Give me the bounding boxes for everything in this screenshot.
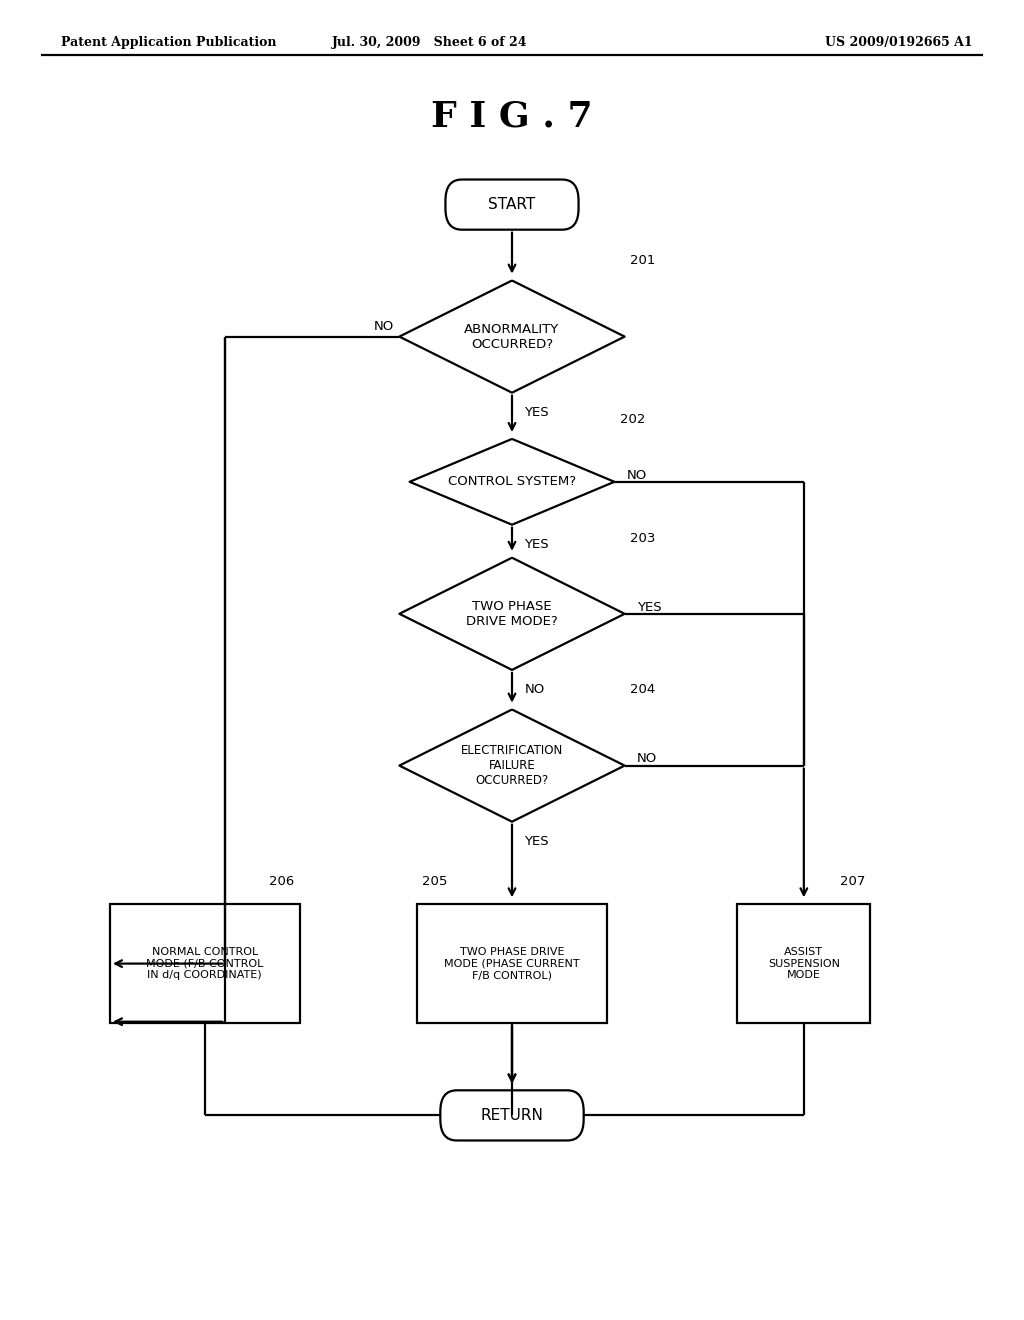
Text: 202: 202 bbox=[620, 413, 645, 425]
Text: NORMAL CONTROL
MODE (F/B CONTROL
IN d/q COORDINATE): NORMAL CONTROL MODE (F/B CONTROL IN d/q … bbox=[146, 946, 263, 981]
Text: 204: 204 bbox=[630, 684, 655, 697]
Text: 205: 205 bbox=[422, 875, 447, 888]
Text: YES: YES bbox=[524, 407, 549, 418]
Text: ABNORMALITY
OCCURRED?: ABNORMALITY OCCURRED? bbox=[464, 322, 560, 351]
Text: US 2009/0192665 A1: US 2009/0192665 A1 bbox=[825, 36, 973, 49]
Text: NO: NO bbox=[627, 469, 647, 482]
FancyBboxPatch shape bbox=[445, 180, 579, 230]
Text: NO: NO bbox=[637, 752, 657, 766]
Text: 207: 207 bbox=[840, 875, 865, 888]
Text: 206: 206 bbox=[269, 875, 295, 888]
Text: TWO PHASE
DRIVE MODE?: TWO PHASE DRIVE MODE? bbox=[466, 599, 558, 628]
Bar bbox=[418, 904, 606, 1023]
Text: ELECTRIFICATION
FAILURE
OCCURRED?: ELECTRIFICATION FAILURE OCCURRED? bbox=[461, 744, 563, 787]
Text: F I G . 7: F I G . 7 bbox=[431, 99, 593, 133]
Text: START: START bbox=[488, 197, 536, 213]
Text: Jul. 30, 2009   Sheet 6 of 24: Jul. 30, 2009 Sheet 6 of 24 bbox=[333, 36, 527, 49]
Text: 201: 201 bbox=[630, 255, 655, 267]
Text: NO: NO bbox=[374, 319, 394, 333]
Text: YES: YES bbox=[524, 539, 549, 550]
Bar bbox=[111, 904, 299, 1023]
Text: RETURN: RETURN bbox=[480, 1107, 544, 1123]
Text: YES: YES bbox=[524, 836, 549, 847]
FancyBboxPatch shape bbox=[440, 1090, 584, 1140]
Text: 203: 203 bbox=[630, 532, 655, 544]
Text: CONTROL SYSTEM?: CONTROL SYSTEM? bbox=[447, 475, 577, 488]
Text: ASSIST
SUSPENSION
MODE: ASSIST SUSPENSION MODE bbox=[768, 946, 840, 981]
Text: TWO PHASE DRIVE
MODE (PHASE CURRENT
F/B CONTROL): TWO PHASE DRIVE MODE (PHASE CURRENT F/B … bbox=[444, 946, 580, 981]
Text: NO: NO bbox=[524, 682, 545, 696]
Text: YES: YES bbox=[637, 601, 662, 614]
Text: Patent Application Publication: Patent Application Publication bbox=[61, 36, 276, 49]
Bar bbox=[737, 904, 870, 1023]
